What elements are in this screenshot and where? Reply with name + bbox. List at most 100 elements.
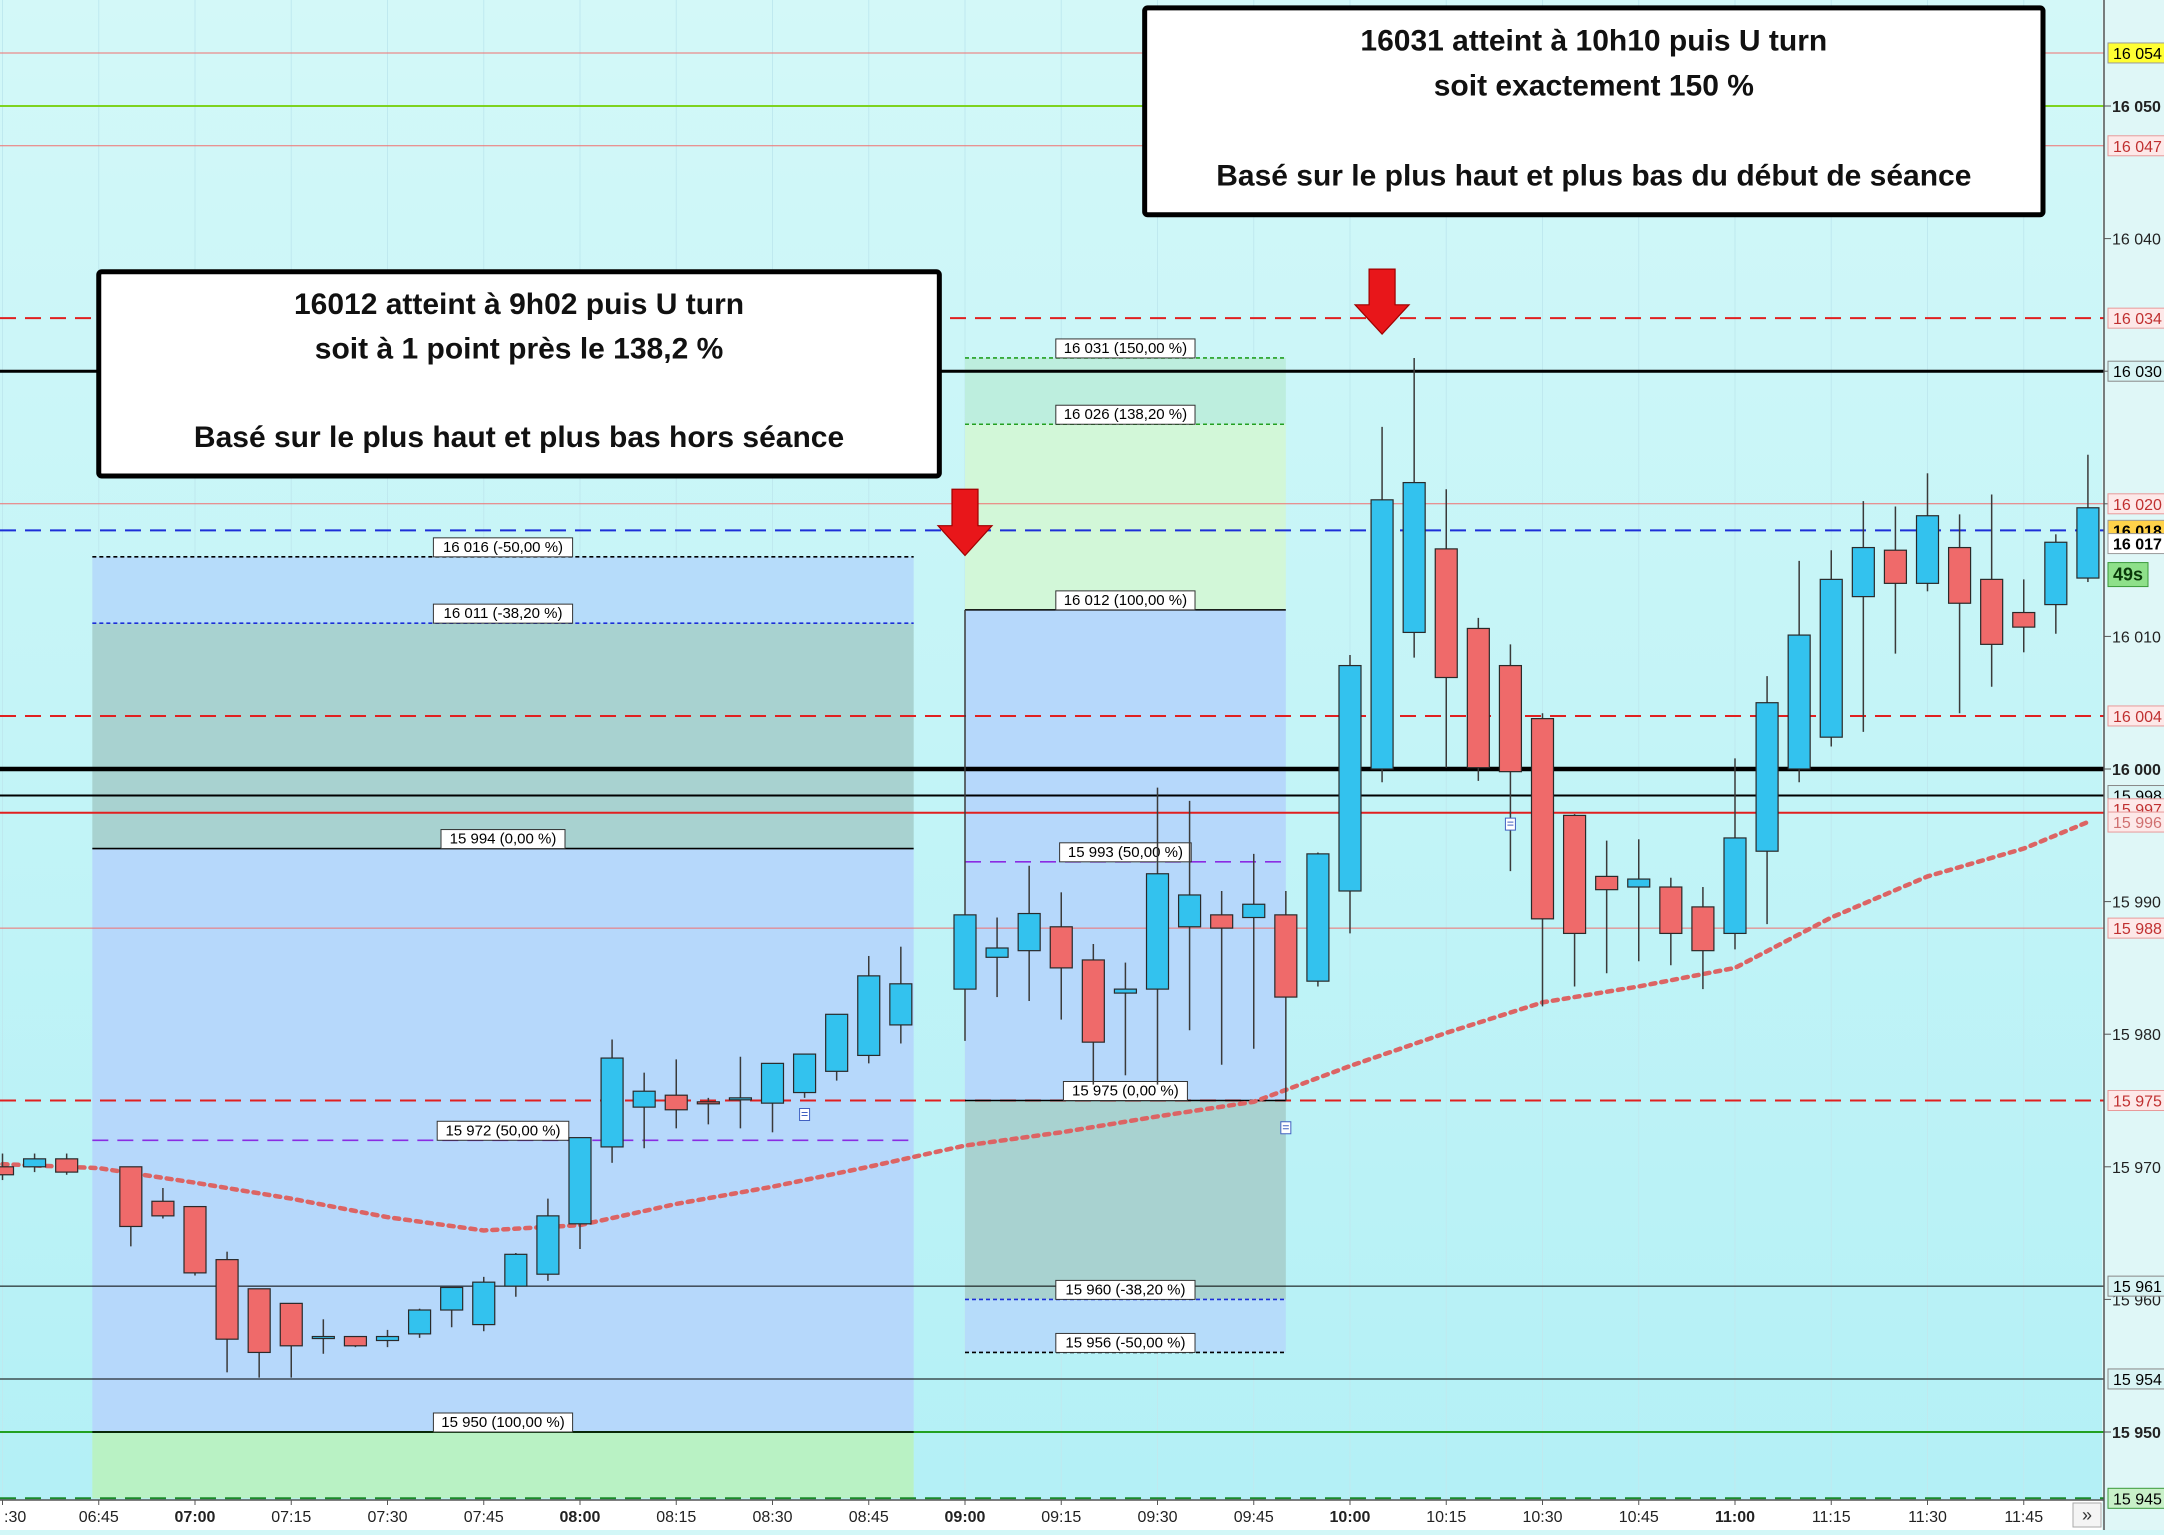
candle-body-up	[792, 1053, 817, 1094]
fib-level-label-box	[1055, 338, 1196, 359]
candle-body-up	[1787, 634, 1811, 770]
scroll-right-box	[2072, 1502, 2102, 1528]
fib-level-label-box	[436, 1120, 570, 1141]
candle	[1883, 506, 1908, 654]
candle-body-down	[1530, 718, 1555, 920]
fib-level-label-box	[432, 1412, 574, 1433]
candle-body-down	[55, 1158, 79, 1173]
candle-body-down	[1659, 886, 1683, 935]
price-tick-label: 16 040	[2112, 232, 2161, 249]
price-tag-box	[2107, 307, 2164, 329]
candle	[1466, 617, 1490, 781]
price-tick-label: 16 050	[2112, 99, 2161, 116]
time-tick-label: 10:30	[1522, 1509, 1562, 1526]
candle-body-down	[183, 1205, 207, 1274]
price-tag: 16 004	[2107, 705, 2164, 727]
candle-body-down	[1595, 875, 1619, 891]
candle	[472, 1276, 496, 1332]
price-tag-box	[2107, 135, 2164, 157]
candle	[1498, 644, 1523, 872]
time-tick-label: 07:15	[271, 1509, 311, 1526]
candle	[504, 1252, 528, 1297]
fib-level-label: 16 031 (150,00 %)	[1064, 340, 1187, 357]
fib-level-label-box	[432, 603, 574, 624]
time-tick-label: 08:00	[560, 1509, 601, 1526]
fib-level-label-box	[440, 829, 566, 850]
price-tag: 16 034	[2107, 307, 2164, 329]
candles	[0, 357, 2100, 1378]
candle	[1177, 800, 1202, 1031]
candle-body-up	[504, 1253, 528, 1287]
candle	[279, 1302, 303, 1378]
candle-body-down	[279, 1302, 303, 1347]
fib-level-label: 15 956 (-50,00 %)	[1065, 1334, 1185, 1351]
candle	[1980, 494, 2004, 687]
note-marker-body	[1280, 1121, 1292, 1135]
candle-body-down	[247, 1288, 271, 1354]
candle-body-up	[1370, 499, 1394, 770]
down-arrow-icon	[936, 488, 994, 557]
candle-body-down	[151, 1200, 175, 1217]
price-tag: 15 945	[2107, 1487, 2164, 1509]
time-tick-label: 07:30	[367, 1509, 407, 1526]
fib-level-label-box	[432, 537, 574, 558]
candle	[600, 1039, 624, 1163]
price-tag-box	[2107, 1368, 2164, 1390]
candle-body-up	[857, 975, 881, 1057]
price-tag-label: 15 996	[2113, 815, 2162, 832]
price-axis-background	[2102, 0, 2164, 1530]
price-tag-box	[2107, 360, 2164, 382]
candle-body-up	[1819, 578, 1843, 738]
fib-tool-session-start	[965, 357, 1286, 1353]
candle-body-up	[1915, 515, 1940, 584]
candle	[632, 1072, 656, 1149]
note-marker-icon	[1504, 817, 1516, 831]
candle	[792, 1053, 817, 1098]
fib-level-label: 15 975 (0,00 %)	[1072, 1083, 1179, 1100]
down-arrow-icon	[1353, 268, 1411, 335]
candle-body-down	[1498, 664, 1523, 773]
candle	[1595, 840, 1619, 974]
fib-zone	[965, 1100, 1286, 1300]
candle-body-up	[1851, 546, 1875, 598]
price-axis: 16 050 16 040 16 030 16 020 16 010 16 000 15 9…	[2103, 0, 2164, 1530]
price-tick-label: 15 960	[2112, 1292, 2161, 1309]
price-tag-label: 15 954	[2113, 1372, 2162, 1389]
candle-body-up	[1338, 664, 1362, 892]
time-tick-label: 10:00	[1330, 1509, 1371, 1526]
price-tag-label: 16 034	[2113, 311, 2162, 328]
candle-body-down	[2012, 611, 2036, 628]
candle	[1210, 890, 1234, 1065]
time-tick-label: 07:45	[464, 1509, 504, 1526]
fib-level-label: 16 016 (-50,00 %)	[443, 539, 563, 556]
price-tick-label: 15 970	[2112, 1160, 2161, 1177]
countdown-label: 49s	[2113, 565, 2143, 585]
scroll-right-button[interactable]: »	[2072, 1502, 2102, 1528]
price-tick-label: 15 950	[2112, 1425, 2161, 1442]
price-tag: 15 975	[2107, 1090, 2164, 1111]
time-tick-label: 09:30	[1137, 1509, 1177, 1526]
candle	[1691, 887, 1715, 990]
candle	[1755, 676, 1779, 925]
price-tag-box	[2107, 1487, 2164, 1509]
candle-body-up	[1755, 702, 1779, 852]
candle-body-down	[1562, 814, 1587, 935]
fib-zone	[965, 424, 1286, 610]
candle-body-down	[1049, 926, 1073, 969]
fib-level-label-box	[1055, 1332, 1196, 1353]
candle-body-up	[1017, 912, 1041, 952]
fib-level-label-box	[1062, 1081, 1188, 1101]
candle-body-down	[1081, 959, 1105, 1043]
fib-level-label-box	[1055, 590, 1196, 611]
time-tick-label: 07:00	[175, 1509, 216, 1526]
fib-level-label: 15 960 (-38,20 %)	[1065, 1281, 1185, 1298]
annotation-line: Basé sur le plus haut et plus bas du déb…	[1216, 160, 1971, 193]
candle	[1627, 839, 1651, 962]
fib-level-label: 15 993 (50,00 %)	[1068, 844, 1183, 861]
candle	[2076, 454, 2100, 583]
candle	[1787, 560, 1811, 783]
price-tick-label: 16 000	[2112, 762, 2161, 779]
price-tag-label: 16 030	[2113, 364, 2162, 381]
